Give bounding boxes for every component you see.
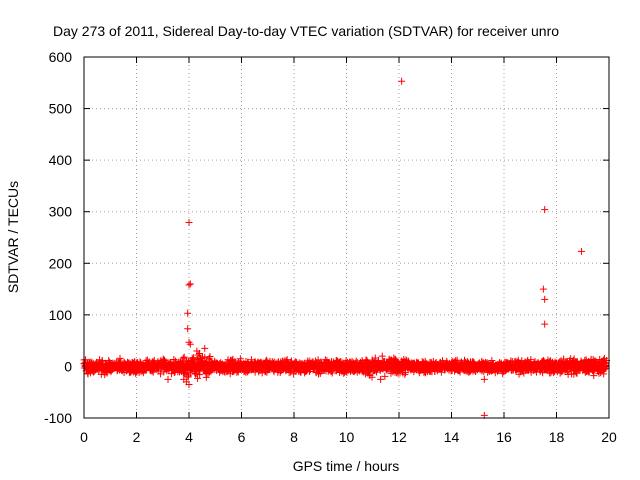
y-tick-label: -100 xyxy=(44,410,72,426)
outlier-point xyxy=(539,285,547,293)
band-point xyxy=(193,370,201,378)
outlier-point xyxy=(541,320,549,328)
outlier-point xyxy=(201,344,209,352)
outlier-point xyxy=(577,247,585,255)
band-point xyxy=(157,370,165,378)
band-point xyxy=(590,372,598,380)
x-tick-label: 20 xyxy=(601,429,617,445)
y-axis-label: SDTVAR / TECUs xyxy=(5,181,21,293)
x-tick-label: 6 xyxy=(238,429,246,445)
band-point xyxy=(348,358,356,366)
band-point xyxy=(159,355,167,363)
outlier-point xyxy=(541,206,549,214)
outlier-point xyxy=(184,325,192,333)
outlier-point xyxy=(164,375,172,383)
band-point xyxy=(488,356,496,364)
band-point xyxy=(549,369,557,377)
band-point xyxy=(381,372,389,380)
y-tick-label: 600 xyxy=(49,49,73,65)
grid xyxy=(84,57,609,418)
outlier-point xyxy=(185,219,193,227)
x-axis-label: GPS time / hours xyxy=(293,458,400,474)
band-point xyxy=(573,369,581,377)
x-tick-label: 16 xyxy=(496,429,512,445)
x-tick-label: 0 xyxy=(80,429,88,445)
x-tick-label: 12 xyxy=(391,429,407,445)
y-tick-label: 300 xyxy=(49,204,73,220)
y-tick-label: 0 xyxy=(64,358,72,374)
x-tick-label: 8 xyxy=(290,429,298,445)
band-point xyxy=(453,356,461,364)
plot-frame xyxy=(83,56,610,419)
y-tick-label: 200 xyxy=(49,255,73,271)
outlier-point xyxy=(541,295,549,303)
band-point xyxy=(352,357,360,365)
band-point xyxy=(378,352,386,360)
outlier-point xyxy=(196,350,203,358)
outlier-point xyxy=(480,375,488,383)
y-tick-label: 500 xyxy=(49,101,73,117)
band-point xyxy=(149,368,157,376)
outlier-point xyxy=(185,380,193,388)
band-point xyxy=(507,357,515,365)
x-tick-label: 18 xyxy=(549,429,565,445)
x-tick-label: 2 xyxy=(133,429,141,445)
x-tick-label: 10 xyxy=(339,429,355,445)
band-point xyxy=(193,356,201,364)
outlier-point xyxy=(398,77,406,85)
x-tick-label: 14 xyxy=(444,429,460,445)
chart-title: Day 273 of 2011, Sidereal Day-to-day VTE… xyxy=(53,23,559,39)
y-tick-label: 100 xyxy=(49,307,73,323)
band-point xyxy=(527,356,535,364)
band-point xyxy=(560,355,568,363)
outlier-point xyxy=(186,340,194,348)
ticks: 0 2 4 6 8 10 12 14 16 18 20 -100 0 100 200 300 400 500 600 xyxy=(44,49,617,445)
data-points xyxy=(80,77,611,419)
outlier-point xyxy=(184,309,192,317)
band-point xyxy=(456,368,464,376)
y-tick-label: 400 xyxy=(49,152,73,168)
outlier-point xyxy=(185,281,193,289)
x-tick-label: 4 xyxy=(185,429,193,445)
band-point xyxy=(206,353,214,361)
outlier-point xyxy=(377,375,385,383)
band-point xyxy=(180,353,188,361)
band-point xyxy=(368,373,376,381)
outlier-point xyxy=(186,280,194,288)
band-point xyxy=(194,374,202,382)
band-point xyxy=(602,361,610,369)
band-point xyxy=(155,367,163,375)
band-point xyxy=(82,356,90,364)
